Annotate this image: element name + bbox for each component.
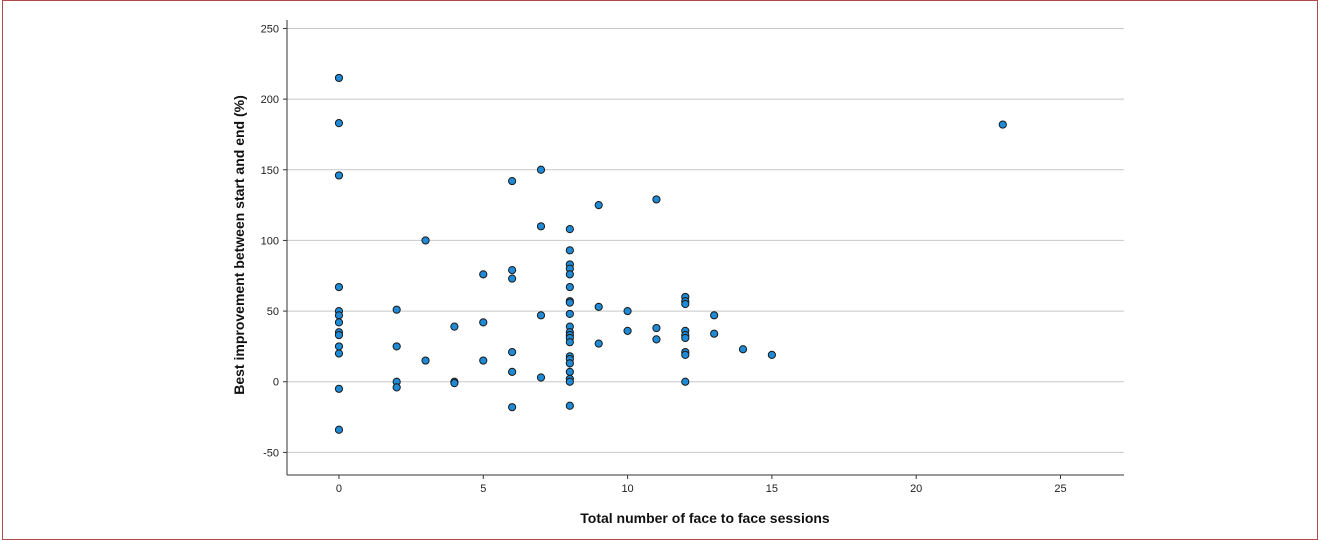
data-point xyxy=(392,342,401,351)
data-point xyxy=(479,318,488,327)
data-point xyxy=(565,359,574,368)
data-point xyxy=(508,367,517,376)
data-point xyxy=(479,270,488,279)
data-point xyxy=(623,326,632,335)
data-point xyxy=(594,339,603,348)
data-point xyxy=(565,282,574,292)
x-tick-label: 0 xyxy=(336,483,342,495)
data-point xyxy=(565,225,574,234)
data-point xyxy=(334,331,344,340)
data-point xyxy=(334,171,344,180)
y-axis-title: Best improvement between start and end (… xyxy=(231,95,247,395)
data-point xyxy=(508,274,517,283)
x-axis-title: Total number of face to face sessions xyxy=(580,510,830,526)
data-point xyxy=(536,222,546,231)
x-tick-label: 20 xyxy=(910,483,922,495)
x-tick-label: 25 xyxy=(1054,483,1066,495)
x-tick-labels: 0 5 10 15 20 25 xyxy=(336,483,1067,495)
y-tick-label: 50 xyxy=(267,306,279,318)
data-point xyxy=(392,305,401,314)
data-point xyxy=(450,322,459,331)
data-point xyxy=(334,282,344,292)
data-point xyxy=(479,356,488,365)
y-tick-label: -50 xyxy=(263,447,279,459)
x-tick-label: 10 xyxy=(621,483,633,495)
data-point xyxy=(565,309,574,319)
data-point xyxy=(334,311,344,320)
data-point xyxy=(536,311,546,320)
data-point xyxy=(508,266,517,275)
data-point xyxy=(681,377,690,386)
y-tick-labels: -50 0 50 100 150 200 250 xyxy=(261,23,279,459)
data-point xyxy=(334,425,344,434)
y-tick-label: 150 xyxy=(261,165,279,177)
scatter-chart: -50 0 50 100 150 200 250 0 5 10 15 20 25 Best impro… xyxy=(231,20,1124,526)
data-point xyxy=(652,335,661,344)
data-point xyxy=(392,383,401,392)
data-point xyxy=(508,347,517,357)
data-point xyxy=(594,302,603,311)
data-point xyxy=(565,270,574,279)
data-points xyxy=(334,73,1007,434)
data-point xyxy=(450,379,459,388)
axes xyxy=(283,20,1124,479)
y-tick-label: 250 xyxy=(261,23,279,35)
data-point xyxy=(421,356,430,365)
data-point xyxy=(508,403,517,412)
data-point xyxy=(536,373,546,382)
data-point xyxy=(334,384,344,393)
data-point xyxy=(536,165,546,174)
data-point xyxy=(738,345,748,354)
y-tick-label: 100 xyxy=(261,235,279,247)
data-point xyxy=(998,120,1007,129)
data-point xyxy=(652,195,661,204)
data-point xyxy=(565,338,574,347)
data-point xyxy=(421,236,430,245)
x-tick-label: 5 xyxy=(480,483,486,495)
data-point xyxy=(334,349,344,358)
data-point xyxy=(565,377,574,386)
data-point xyxy=(710,311,719,320)
data-point xyxy=(652,323,661,333)
y-tick-label: 0 xyxy=(273,377,279,389)
data-point xyxy=(334,318,344,327)
data-point xyxy=(594,201,603,210)
x-tick-label: 15 xyxy=(766,483,778,495)
data-point xyxy=(681,299,690,309)
y-tick-label: 200 xyxy=(261,94,279,106)
data-point xyxy=(334,73,344,83)
data-point xyxy=(565,401,574,410)
data-point xyxy=(681,350,690,359)
data-point xyxy=(565,246,574,255)
gridlines xyxy=(287,27,1124,453)
data-point xyxy=(710,329,719,338)
data-point xyxy=(767,350,776,359)
data-point xyxy=(334,119,344,128)
data-point xyxy=(508,176,517,186)
data-point xyxy=(623,306,632,316)
data-point xyxy=(565,367,574,376)
data-point xyxy=(334,342,344,351)
data-point xyxy=(565,298,574,307)
data-point xyxy=(681,333,690,343)
